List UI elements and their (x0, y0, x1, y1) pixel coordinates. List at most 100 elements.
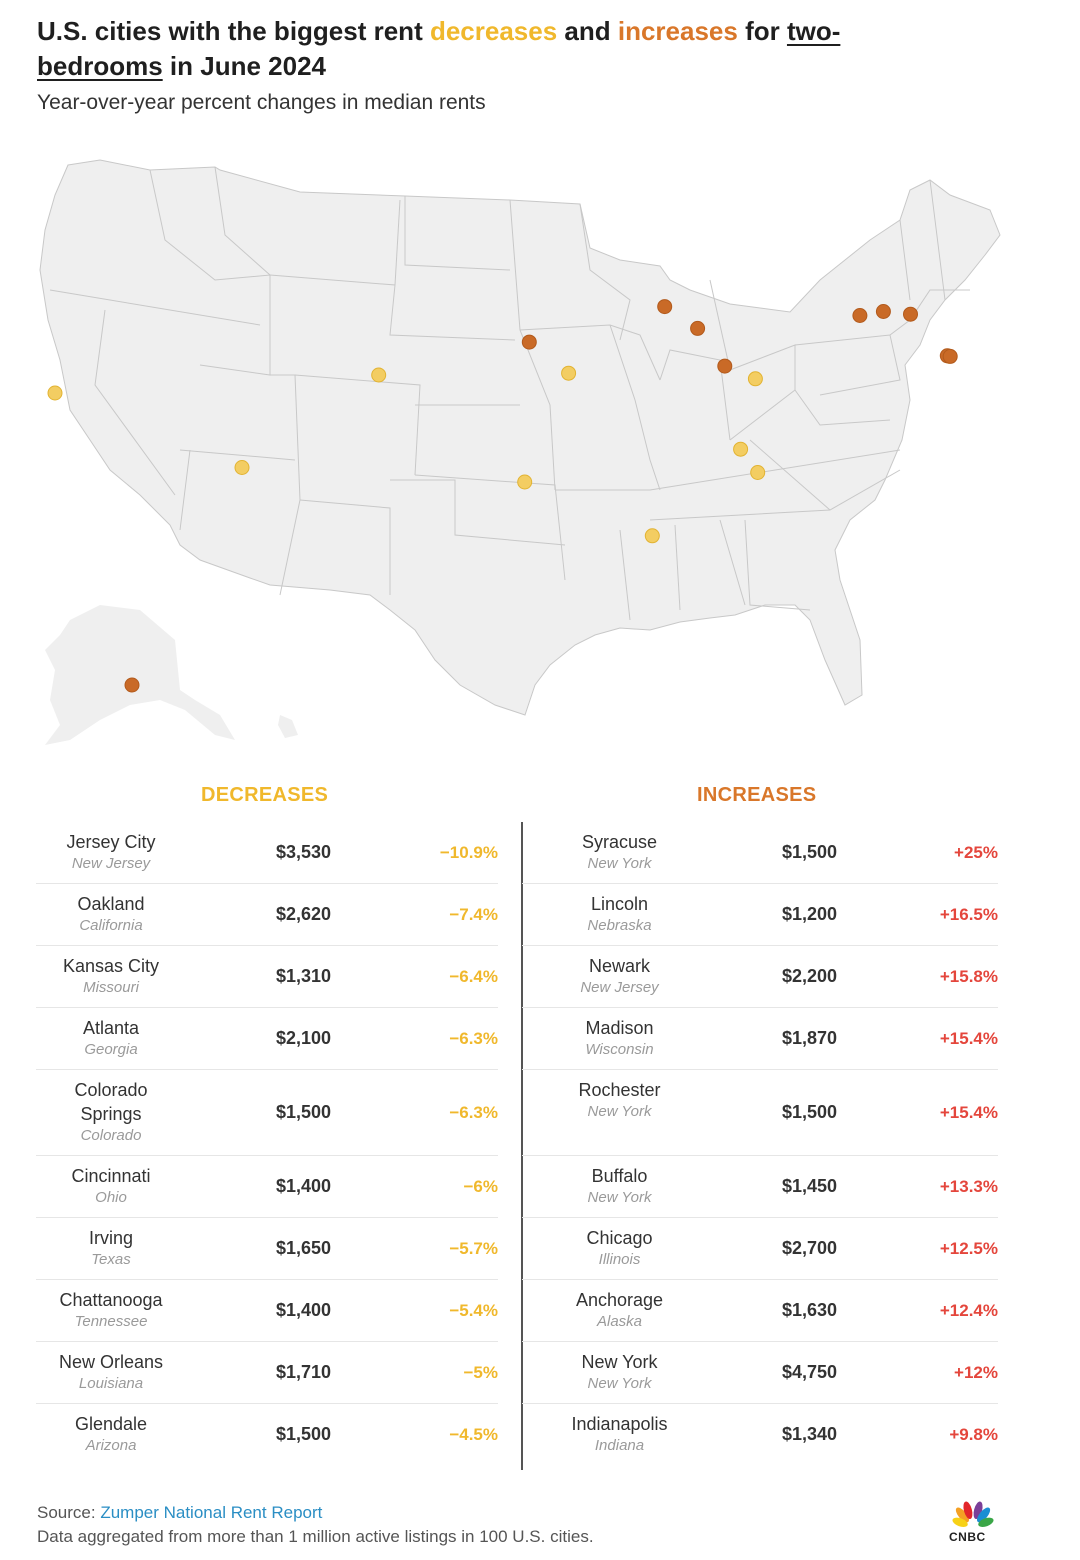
percent-change: +15.8% (939, 967, 998, 986)
city-cell: Newark New Jersey (532, 954, 707, 998)
state-name: Arizona (85, 1437, 137, 1454)
percent-change: −7.4% (449, 905, 498, 924)
percent-change: −6% (463, 1177, 499, 1196)
city-name: Syracuse (581, 832, 658, 852)
state-name: Texas (91, 1251, 131, 1268)
marker-rochester[interactable] (875, 304, 891, 319)
table-row: New York New York $4,750 +12% (522, 1342, 998, 1404)
title-text: and (557, 16, 618, 46)
hawaii-land (278, 715, 298, 738)
title-text: for (737, 16, 787, 46)
alaska-land (45, 605, 235, 745)
marker-oakland[interactable] (47, 385, 63, 401)
table-row: Kansas City Missouri $1,310 −6.4% (36, 946, 498, 1008)
table-row: Syracuse New York $1,500 +25% (522, 822, 998, 884)
percent-change: −10.9% (439, 843, 498, 862)
median-rent: $1,400 (276, 1176, 332, 1196)
table-divider (521, 822, 523, 1470)
state-name: Wisconsin (585, 1041, 654, 1058)
city-name: New York (581, 1352, 658, 1372)
median-rent: $1,500 (276, 1102, 332, 1122)
state-name: New Jersey (71, 855, 151, 872)
city-cell: Chattanooga Tennessee (36, 1288, 186, 1332)
percent-change: +15.4% (939, 1103, 998, 1122)
state-name: New York (587, 1375, 652, 1392)
percent-change: −5.4% (449, 1301, 498, 1320)
city-name: Kansas City (62, 956, 160, 976)
city-name: Anchorage (575, 1290, 664, 1310)
city-name: Jersey City (66, 832, 156, 852)
city-name: Oakland (77, 894, 145, 914)
source-link[interactable]: Zumper National Rent Report (100, 1503, 323, 1522)
table-row: Glendale Arizona $1,500 −4.5% (36, 1404, 498, 1466)
marker-new-york[interactable] (942, 348, 958, 364)
title-decreases-word: decreases (429, 16, 558, 46)
percent-change: −5.7% (449, 1239, 498, 1258)
title-increases-word: increases (617, 16, 738, 46)
state-name: Ohio (95, 1189, 127, 1206)
city-name: Lincoln (590, 894, 649, 914)
median-rent: $1,500 (782, 1102, 838, 1122)
percent-change: +15.4% (939, 1029, 998, 1048)
state-name: New Jersey (580, 979, 659, 996)
table-row: Chicago Illinois $2,700 +12.5% (522, 1218, 998, 1280)
median-rent: $4,750 (782, 1362, 838, 1382)
median-rent: $1,710 (276, 1362, 332, 1382)
percent-change: −6.3% (449, 1103, 498, 1122)
median-rent: $1,340 (782, 1424, 838, 1444)
median-rent: $1,650 (276, 1238, 332, 1258)
chart-subtitle: Year-over-year percent changes in median… (37, 91, 486, 114)
marker-lincoln[interactable] (521, 334, 537, 350)
percent-change: +12% (954, 1363, 998, 1382)
state-name: Colorado (80, 1127, 142, 1144)
marker-syracuse[interactable] (903, 306, 918, 322)
city-name: Buffalo (591, 1166, 648, 1186)
marker-atlanta[interactable] (750, 465, 766, 480)
marker-glendale[interactable] (234, 460, 250, 475)
table-row: Colorado Springs Colorado $1,500 −6.3% (36, 1070, 498, 1156)
table-row: Cincinnati Ohio $1,400 −6% (36, 1156, 498, 1218)
percent-change: +25% (954, 843, 998, 862)
median-rent: $1,310 (276, 966, 332, 986)
marker-kansas-city[interactable] (561, 365, 577, 381)
city-cell: Cincinnati Ohio (36, 1164, 186, 1208)
median-rent: $1,500 (782, 842, 838, 862)
marker-buffalo[interactable] (852, 308, 868, 323)
city-cell: Syracuse New York (532, 830, 707, 874)
marker-chattanooga[interactable] (733, 441, 749, 457)
median-rent: $1,500 (276, 1424, 332, 1444)
median-rent: $1,400 (276, 1300, 332, 1320)
marker-cincinnati[interactable] (747, 371, 763, 387)
city-cell: New Orleans Louisiana (36, 1350, 186, 1394)
title-text: U.S. cities with the biggest rent (37, 16, 430, 46)
cnbc-peacock-logo (952, 1501, 994, 1527)
marker-colorado-springs[interactable] (371, 367, 387, 383)
table-row: Oakland California $2,620 −7.4% (36, 884, 498, 946)
title-text: in June 2024 (162, 51, 326, 81)
marker-anchorage[interactable] (124, 677, 140, 693)
table-row: Buffalo New York $1,450 +13.3% (522, 1156, 998, 1218)
median-rent: $1,870 (782, 1028, 838, 1048)
marker-indianapolis[interactable] (717, 358, 733, 374)
table-row: Madison Wisconsin $1,870 +15.4% (522, 1008, 998, 1070)
median-rent: $1,450 (782, 1176, 838, 1196)
city-name: Newark (588, 956, 650, 976)
percent-change: +12.4% (939, 1301, 998, 1320)
marker-new-orleans[interactable] (644, 528, 660, 544)
percent-change: +16.5% (939, 905, 998, 924)
city-name: Indianapolis (571, 1414, 668, 1434)
city-name: Cincinnati (71, 1166, 151, 1186)
city-name: Atlanta (82, 1018, 140, 1038)
state-name: California (79, 917, 143, 934)
marker-madison[interactable] (657, 299, 673, 315)
title-two-bedrooms-link[interactable]: two-bedrooms (37, 16, 841, 81)
state-name: Indiana (594, 1437, 645, 1454)
table-row: Lincoln Nebraska $1,200 +16.5% (522, 884, 998, 946)
marker-chicago[interactable] (690, 320, 706, 336)
data-note: Data aggregated from more than 1 million… (37, 1527, 594, 1546)
source-line: Source: Zumper National Rent Report (37, 1503, 322, 1523)
us-contiguous-land (39, 159, 1001, 716)
city-cell: Oakland California (36, 892, 186, 936)
percent-change: +13.3% (939, 1177, 998, 1196)
marker-irving[interactable] (517, 474, 533, 490)
